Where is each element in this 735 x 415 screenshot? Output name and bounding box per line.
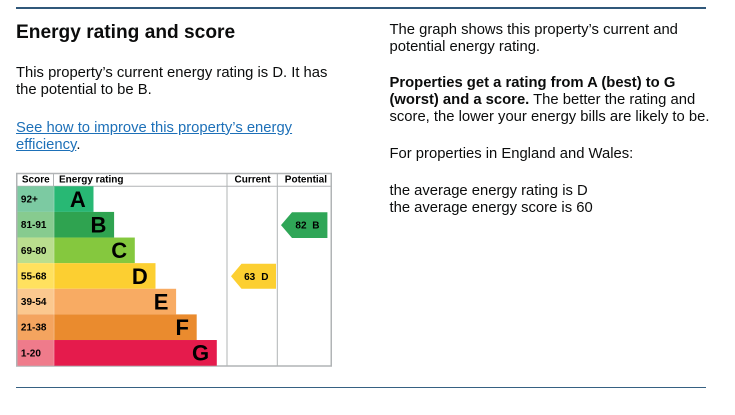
svg-text:1-20: 1-20 [21,348,41,359]
svg-text:B: B [312,220,319,231]
svg-text:92+: 92+ [21,195,38,206]
svg-text:Score: Score [22,175,50,186]
svg-text:55-68: 55-68 [21,271,47,282]
svg-text:69-80: 69-80 [21,246,47,257]
svg-text:21-38: 21-38 [21,323,47,334]
svg-text:Energy rating: Energy rating [59,175,123,186]
svg-text:Current: Current [235,175,272,186]
svg-text:G: G [192,341,209,366]
svg-text:E: E [154,290,169,315]
svg-text:63: 63 [244,272,256,283]
svg-text:D: D [261,272,268,283]
svg-text:B: B [91,213,107,238]
svg-text:F: F [176,315,189,340]
svg-text:D: D [132,264,148,289]
svg-text:Potential: Potential [285,175,327,186]
svg-text:81-91: 81-91 [21,220,47,231]
svg-text:C: C [111,238,127,263]
svg-text:A: A [70,187,86,212]
svg-text:39-54: 39-54 [21,297,47,308]
svg-text:82: 82 [295,220,307,231]
